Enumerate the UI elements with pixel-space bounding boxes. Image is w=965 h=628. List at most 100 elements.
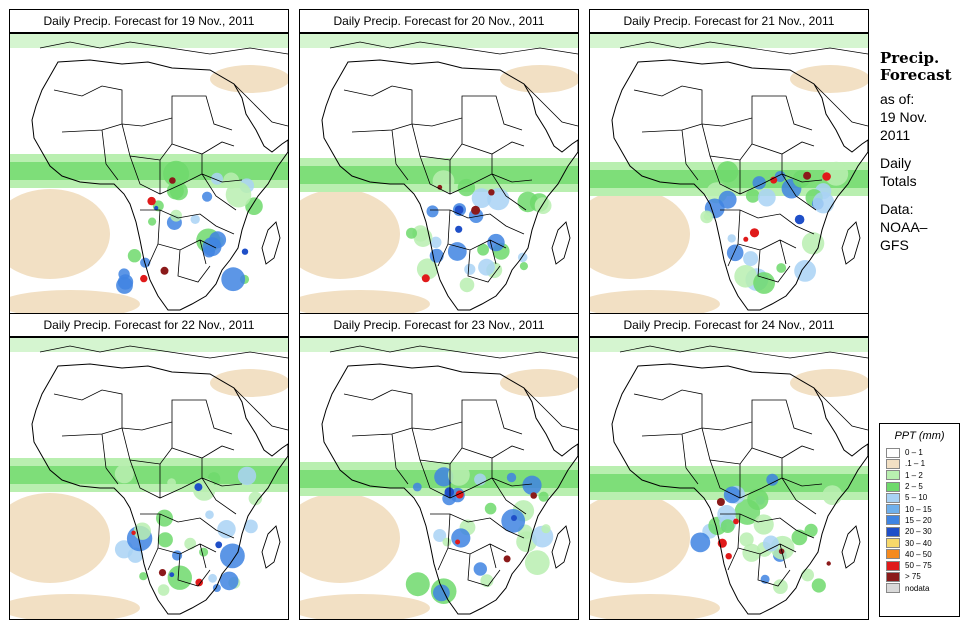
- rain-cell: [190, 214, 200, 224]
- rain-cell: [745, 189, 760, 203]
- rain-cell: [471, 188, 492, 209]
- rain-band: [300, 34, 578, 48]
- heavy-rain-cell: [503, 555, 511, 563]
- rain-cell: [223, 172, 240, 189]
- rain-cell: [519, 262, 528, 271]
- rain-cell: [743, 251, 759, 267]
- rain-cell: [757, 188, 776, 207]
- dry-region: [210, 65, 288, 93]
- rain-cell: [237, 466, 257, 486]
- panel-title: Daily Precip. Forecast for 24 Nov., 2011: [589, 313, 869, 337]
- panel-title: Daily Precip. Forecast for 22 Nov., 2011: [9, 313, 289, 337]
- panel-title: Daily Precip. Forecast for 19 Nov., 2011: [9, 9, 289, 33]
- heavy-rain-cell: [826, 561, 831, 566]
- dry-region: [500, 65, 578, 93]
- rain-cell: [170, 209, 183, 222]
- map-image: [590, 34, 868, 315]
- heading-line-2: Forecast: [880, 66, 952, 84]
- heavy-rain-cell: [147, 196, 156, 206]
- heavy-rain-cell: [455, 225, 463, 233]
- legend-swatch: [886, 583, 900, 594]
- rain-cell: [773, 579, 788, 594]
- heavy-rain-cell: [733, 518, 739, 525]
- heavy-rain-cell: [794, 214, 805, 225]
- legend-item: 10 – 15: [886, 503, 959, 515]
- panel-title: Daily Precip. Forecast for 21 Nov., 2011: [589, 9, 869, 33]
- rain-cell: [801, 232, 825, 255]
- rain-cell: [167, 478, 177, 488]
- heavy-rain-cell: [749, 228, 760, 238]
- heavy-rain-cell: [770, 176, 778, 184]
- rain-cell: [776, 263, 787, 273]
- rain-cell: [248, 491, 263, 506]
- dry-region: [10, 493, 110, 583]
- asof-label: as of:: [880, 91, 915, 107]
- legend-title: PPT (mm): [894, 430, 945, 442]
- rain-cell: [459, 277, 475, 293]
- rain-band: [590, 474, 868, 492]
- rain-cell: [727, 234, 736, 243]
- rain-cell: [477, 243, 489, 256]
- rain-cell: [766, 473, 779, 486]
- rain-cell: [457, 178, 476, 197]
- dry-region: [10, 189, 110, 279]
- rain-cell: [742, 543, 761, 562]
- legend-item: 2 – 5: [886, 481, 959, 492]
- dry-region: [300, 189, 400, 279]
- heavy-rain-cell: [131, 530, 136, 535]
- legend-item: 40 – 50: [886, 549, 959, 560]
- rain-cell: [538, 491, 549, 502]
- heavy-rain-cell: [530, 492, 537, 499]
- rain-cell: [716, 161, 739, 183]
- heavy-rain-cell: [195, 578, 203, 587]
- legend-label: 1 – 2: [905, 470, 923, 480]
- rain-cell: [116, 277, 133, 294]
- forecast-map: [589, 337, 869, 620]
- dry-region: [10, 290, 140, 315]
- rain-cell: [812, 191, 835, 214]
- rain-cell: [202, 237, 222, 257]
- legend-swatch: [886, 481, 900, 492]
- dry-region: [10, 594, 140, 619]
- heavy-rain-cell: [140, 274, 148, 283]
- heavy-rain-cell: [454, 205, 464, 215]
- legend-item: 0 – 1: [886, 447, 959, 458]
- rain-cell: [723, 486, 741, 504]
- data-line-2: NOAA–: [880, 219, 928, 235]
- rain-cell: [762, 535, 779, 552]
- data-line-3: GFS: [880, 237, 909, 253]
- panel-title: Daily Precip. Forecast for 20 Nov., 2011: [299, 9, 579, 33]
- heavy-rain-cell: [716, 498, 725, 506]
- rain-cell: [506, 472, 517, 483]
- legend-label: 40 – 50: [905, 549, 932, 559]
- asof-year: 2011: [880, 127, 911, 143]
- heavy-rain-cell: [822, 172, 831, 181]
- map-image: [590, 338, 868, 619]
- heavy-rain-cell: [169, 572, 175, 578]
- legend-swatch: [886, 458, 900, 469]
- heavy-rain-cell: [215, 541, 223, 549]
- rain-cell: [747, 488, 769, 510]
- heavy-rain-cell: [803, 171, 812, 180]
- legend-label: 50 – 75: [905, 561, 932, 571]
- heavy-rain-cell: [743, 236, 749, 242]
- legend-swatch: [886, 504, 900, 515]
- heading-line-1: Precip.: [880, 49, 940, 67]
- rain-cell: [157, 584, 170, 596]
- rain-cell: [501, 509, 526, 533]
- dry-region: [590, 493, 690, 583]
- rain-cell: [447, 242, 467, 261]
- forecast-map: [299, 33, 579, 316]
- heavy-rain-cell: [169, 177, 176, 184]
- heavy-rain-cell: [511, 515, 517, 521]
- forecast-map: [9, 337, 289, 620]
- legend-item: > 75: [886, 571, 959, 582]
- forecast-map: [589, 33, 869, 316]
- rain-cell: [703, 212, 712, 221]
- dry-region: [210, 369, 288, 397]
- legend-label: .1 – 1: [905, 459, 926, 469]
- rain-cell: [156, 509, 173, 527]
- legend-label: 20 – 30: [905, 527, 932, 537]
- rain-cell: [726, 244, 744, 262]
- rain-cell: [429, 248, 444, 263]
